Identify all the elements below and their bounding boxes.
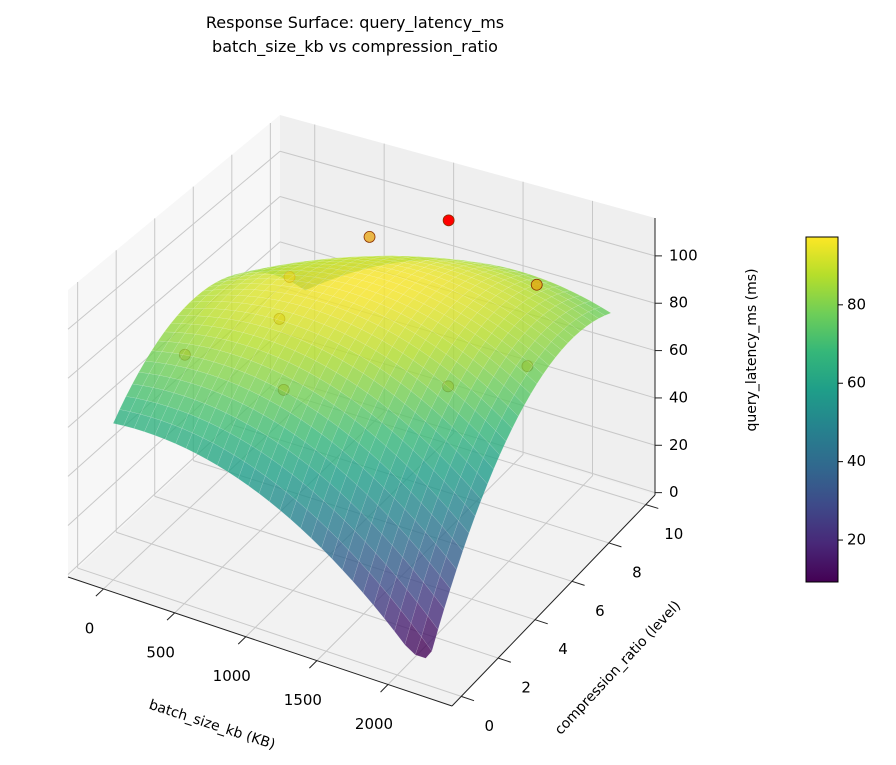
x-tick-label: 0 — [85, 619, 95, 637]
chart-title: Response Surface: query_latency_ms — [205, 13, 505, 32]
x-tick-label: 500 — [146, 643, 175, 661]
surface-patch — [433, 575, 451, 610]
colorbar-tick-label: 60 — [847, 374, 866, 392]
data-point — [363, 230, 376, 243]
gridline — [279, 150, 656, 257]
chart-subtitle: batch_size_kb vs compression_ratio — [212, 37, 498, 56]
y-tick-label: 8 — [632, 563, 642, 581]
data-point — [530, 278, 543, 291]
x-tick — [309, 660, 318, 669]
x-tick — [237, 636, 247, 645]
y-tick — [534, 619, 548, 625]
surface-patch — [415, 636, 433, 659]
gridline — [279, 196, 656, 304]
z-tick-label: 40 — [669, 388, 688, 406]
surface-patch — [520, 374, 538, 395]
y-tick-label: 0 — [484, 717, 494, 735]
x-tick-label: 1500 — [284, 691, 322, 709]
surface-patch — [427, 594, 445, 631]
y-tick — [608, 542, 622, 548]
z-tick-label: 60 — [669, 341, 688, 359]
surface-patch — [588, 308, 606, 319]
z-tick-label: 100 — [669, 246, 698, 264]
y-tick — [497, 657, 512, 663]
y-tick-label: 10 — [664, 525, 683, 543]
x-axis-label: batch_size_kb (KB) — [147, 697, 277, 753]
y-tick — [571, 580, 585, 586]
colorbar-tick-label: 40 — [847, 452, 866, 470]
colorbar — [805, 236, 839, 583]
y-axis-line — [451, 494, 656, 707]
x-tick-label: 2000 — [355, 715, 393, 733]
y-axis-label: compression_ratio (level) — [552, 598, 684, 738]
surface-patch — [421, 615, 439, 652]
colorbar-tick-label: 80 — [847, 295, 866, 313]
colorbar-tick-label: 20 — [847, 531, 866, 549]
surface-patch — [544, 341, 562, 358]
z-tick-label: 0 — [669, 483, 679, 501]
x-tick — [95, 588, 104, 597]
x-tick — [166, 612, 176, 621]
y-tick-label: 4 — [558, 640, 568, 658]
y-tick-label: 6 — [595, 602, 605, 620]
surface-patch — [464, 487, 482, 517]
y-tick — [461, 695, 475, 702]
surface-patch — [458, 503, 476, 534]
x-tick-label: 1000 — [213, 667, 251, 685]
x-tick — [380, 684, 389, 693]
surface-patch — [532, 356, 550, 375]
z-tick-label: 80 — [669, 294, 688, 312]
surface-patch — [495, 417, 513, 442]
highlight-point — [442, 214, 455, 227]
z-tick-label: 20 — [669, 436, 688, 454]
y-tick — [645, 504, 659, 509]
gridline — [67, 196, 281, 379]
gridline — [77, 567, 462, 697]
z-axis-label: query_latency_ms (ms) — [744, 268, 760, 431]
y-tick-label: 2 — [521, 679, 531, 697]
gridline — [67, 150, 281, 330]
surface-patch — [489, 430, 507, 456]
